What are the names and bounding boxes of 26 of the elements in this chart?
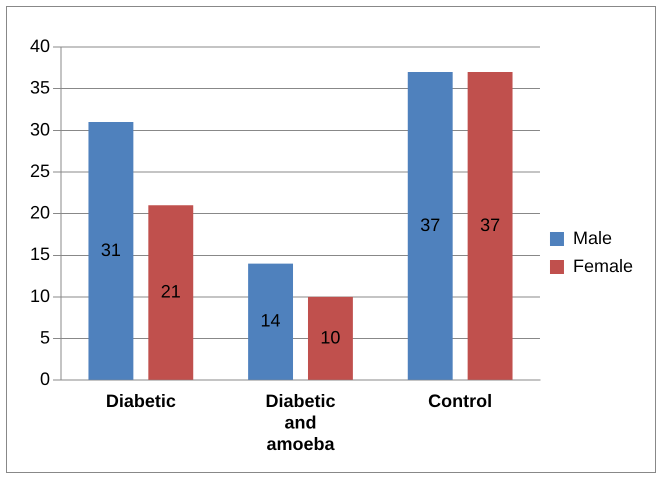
data-label: 14 [260,310,281,331]
y-tick-label: 15 [30,244,50,264]
y-tick-label: 5 [40,328,50,348]
bar [248,264,294,380]
bar [148,205,194,380]
bar [408,72,453,380]
x-tick-label: Diabetic and amoeba [265,390,336,454]
legend-label: Male [572,228,612,248]
bar [88,122,134,380]
x-tick-label: Control [428,390,492,411]
legend-label: Female [572,256,634,276]
data-label: 37 [420,214,440,235]
data-label: 31 [100,240,121,260]
y-tick-label: 40 [30,36,50,56]
bar [468,72,513,380]
y-tick-label: 25 [30,160,50,181]
data-label: 37 [480,214,500,235]
y-tick-label: 10 [30,286,50,306]
x-tick-label: Diabetic [106,390,176,411]
bar [308,296,353,380]
y-tick-label: 35 [30,78,50,98]
y-tick-label: 0 [40,369,50,390]
data-label: 21 [160,281,181,302]
y-tick-label: 20 [30,202,50,223]
data-label: 10 [320,327,340,348]
y-tick-label: 30 [30,119,50,140]
